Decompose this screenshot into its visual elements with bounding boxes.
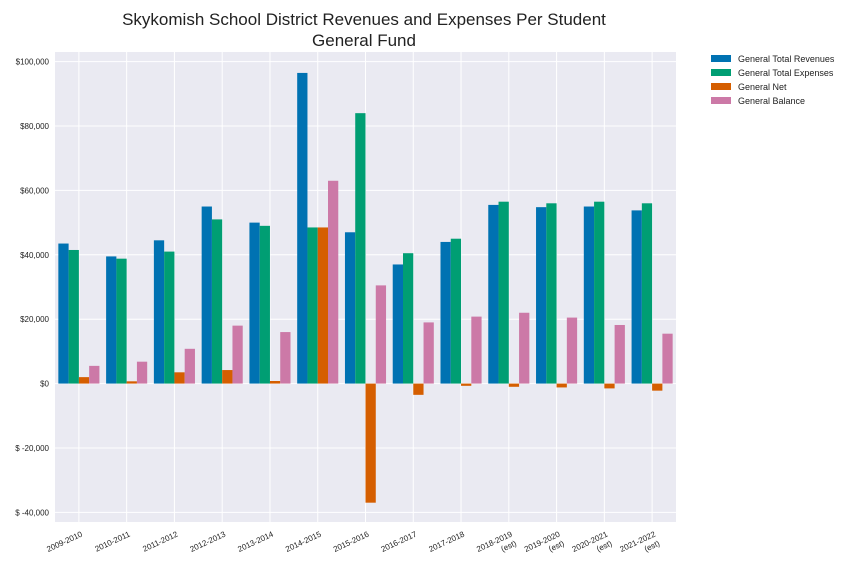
bar-general-total-expenses (498, 201, 509, 384)
bar-general-total-revenues (249, 222, 260, 384)
x-tick-label: 2017-2018 (427, 529, 466, 554)
bar-general-total-expenses (546, 203, 557, 384)
x-tick-label-line: 2015-2016 (332, 529, 371, 554)
chart-title: Skykomish School District Revenues and E… (122, 10, 606, 29)
y-tick-label: $0 (40, 380, 49, 389)
x-tick-label-line: 2016-2017 (380, 529, 419, 554)
y-tick-label: $100,000 (16, 58, 50, 67)
x-tick-label: 2014-2015 (284, 529, 323, 554)
bar-general-net (126, 381, 137, 384)
x-tick-label-line: 2013-2014 (236, 529, 275, 554)
bar-general-balance (280, 332, 291, 384)
legend-swatch (711, 55, 731, 62)
bar-general-total-revenues (536, 207, 547, 384)
bar-general-total-expenses (450, 238, 462, 384)
y-tick-label: $20,000 (20, 315, 49, 324)
bar-general-total-expenses (402, 253, 414, 384)
bar-general-balance (519, 312, 530, 384)
bar-general-balance (136, 361, 148, 384)
bar-general-total-expenses (164, 251, 175, 384)
x-tick-label-line: 2012-2013 (189, 529, 228, 554)
bar-general-total-expenses (116, 258, 127, 384)
bar-general-balance (232, 325, 243, 384)
bar-general-net (604, 383, 615, 389)
bar-general-balance (471, 316, 482, 384)
bar-general-total-revenues (583, 206, 595, 384)
y-tick-label: $40,000 (20, 251, 49, 260)
x-tick-label-line: 2017-2018 (427, 529, 466, 554)
bar-general-total-revenues (58, 243, 69, 384)
x-tick-label: 2020-2021(est) (571, 529, 614, 554)
x-tick-label-line: 2009-2010 (45, 529, 84, 554)
bar-general-balance (614, 324, 625, 384)
bar-general-total-revenues (392, 264, 403, 384)
legend-label: General Total Expenses (738, 68, 834, 78)
bar-general-net (413, 383, 424, 395)
bar-general-total-expenses (211, 219, 223, 384)
bar-general-net (269, 381, 281, 384)
bar-general-net (556, 383, 567, 388)
x-tick-label: 2011-2012 (141, 529, 179, 553)
x-tick-label-line: 2010-2011 (94, 529, 132, 553)
bar-general-total-revenues (631, 210, 642, 384)
x-tick-label: 2013-2014 (236, 529, 275, 554)
legend: General Total Revenues General Total Expe… (711, 54, 835, 106)
y-tick-label: $ -20,000 (15, 444, 49, 453)
bar-general-balance (184, 348, 195, 384)
bar-general-balance (89, 365, 100, 384)
bar-general-total-revenues (488, 204, 499, 384)
bar-general-balance (375, 285, 387, 384)
bar-general-net (461, 383, 472, 386)
legend-swatch (711, 97, 731, 104)
bar-general-total-expenses (307, 227, 318, 384)
x-tick-label: 2009-2010 (45, 529, 84, 554)
bar-general-net (78, 377, 90, 384)
legend-label: General Total Revenues (738, 54, 835, 64)
legend-swatch (711, 83, 731, 90)
x-tick-label: 2016-2017 (380, 529, 419, 554)
bar-general-total-revenues (201, 206, 212, 384)
bar-general-total-expenses (68, 249, 79, 384)
x-tick-label: 2010-2011 (94, 529, 132, 553)
bar-general-total-revenues (106, 256, 117, 384)
bar-general-balance (328, 180, 339, 384)
bar-general-total-revenues (440, 241, 451, 384)
y-tick-label: $80,000 (20, 122, 49, 131)
x-tick-label: 2018-2019(est) (475, 529, 518, 554)
bar-general-net (365, 383, 376, 503)
bar-general-total-expenses (641, 203, 653, 384)
plot-area: $100,000 $80,000 $60,000 $40,000 $20,000 $0 $ … (15, 52, 676, 554)
x-tick-label: 2021-2022(est) (618, 529, 661, 554)
bar-general-total-revenues (153, 240, 165, 384)
bar-general-balance (423, 322, 434, 384)
legend-swatch (711, 69, 731, 76)
bar-general-total-expenses (594, 201, 605, 384)
bar-general-balance (662, 333, 673, 384)
bar-general-net (174, 372, 185, 384)
legend-label: General Net (738, 82, 787, 92)
bar-general-net (508, 383, 520, 387)
x-tick-label: 2015-2016 (332, 529, 371, 554)
bar-general-net (317, 227, 329, 384)
chart-subtitle: General Fund (312, 31, 416, 50)
bar-general-total-expenses (259, 225, 270, 384)
x-tick-label-line: 2014-2015 (284, 529, 323, 554)
y-tick-label: $60,000 (20, 186, 49, 195)
bar-general-net (652, 383, 663, 391)
bar-general-total-revenues (344, 232, 356, 384)
x-tick-label-line: 2011-2012 (141, 529, 179, 553)
bar-general-total-revenues (297, 72, 308, 384)
bar-general-total-expenses (355, 113, 366, 384)
legend-label: General Balance (738, 96, 805, 106)
x-tick-label: 2012-2013 (189, 529, 228, 554)
bar-general-net (222, 370, 233, 384)
x-tick-label: 2019-2020(est) (523, 529, 566, 554)
bar-general-balance (566, 317, 578, 384)
y-tick-label: $ -40,000 (15, 508, 49, 517)
